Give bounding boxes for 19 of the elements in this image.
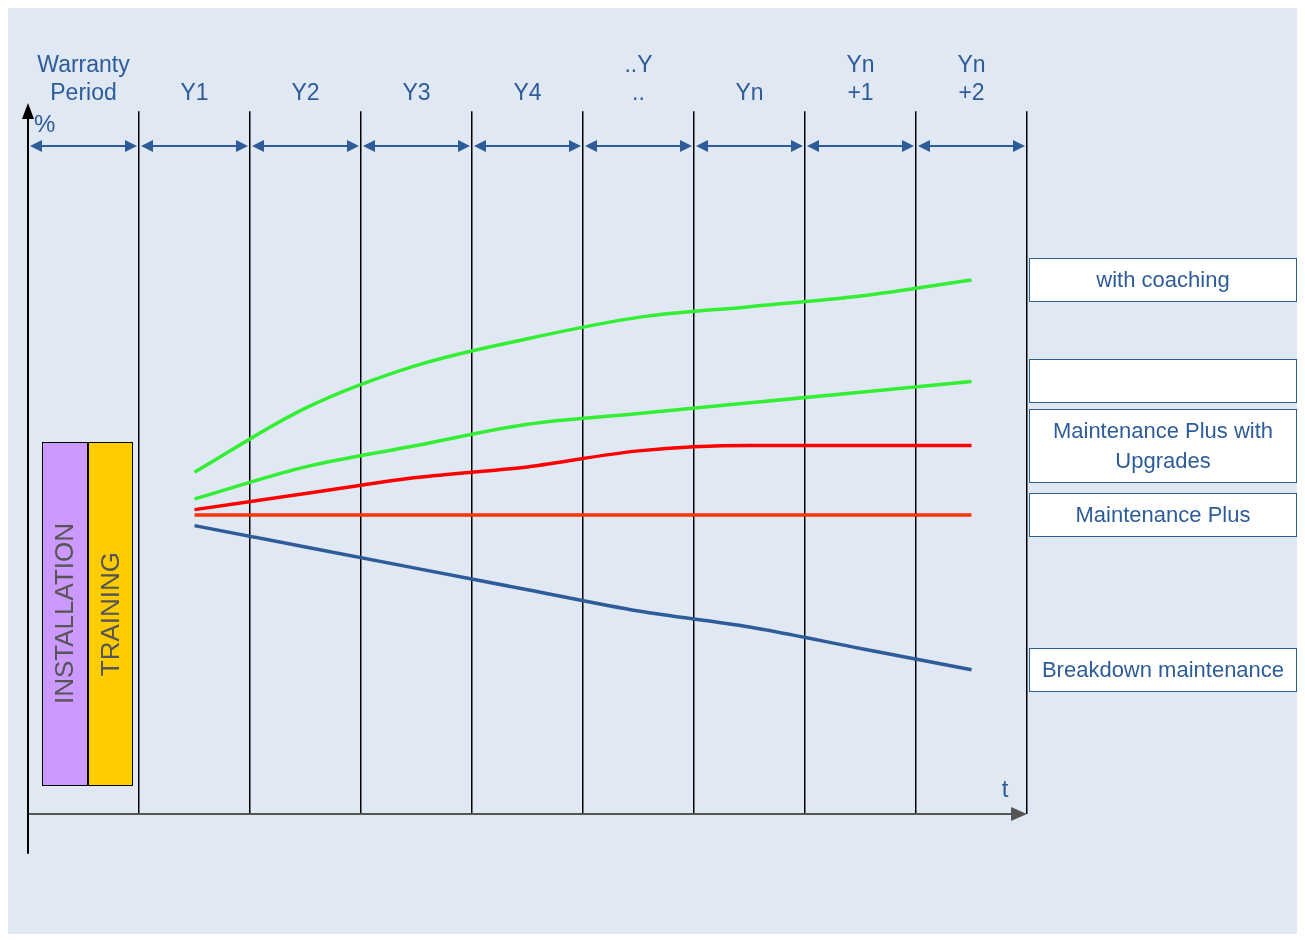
label-box: Breakdown maintenance (1029, 647, 1297, 692)
x-tick-label: Yn +1 (846, 51, 875, 105)
x-tick-label: Y3 (402, 78, 431, 105)
x-tick-label: Y1 (180, 78, 209, 105)
label-box: Maintenance Plus with Upgrades (1029, 408, 1297, 483)
x-tick-label: Yn +2 (957, 51, 986, 105)
x-tick-label: Yn (735, 78, 764, 105)
x-tick-label: Y4 (513, 78, 542, 105)
x-tick-label: Warranty Period (37, 51, 131, 105)
y-axis-title: % (34, 109, 56, 137)
label-box: Maintenance Plus (1029, 492, 1297, 537)
x-tick-label: Y2 (291, 78, 320, 105)
label-box: with coaching (1029, 258, 1297, 302)
annotation: TRAINING (94, 551, 126, 677)
x-tick-label: ..Y .. (624, 51, 653, 105)
x-axis-title: t (1001, 774, 1009, 802)
label-box: TRAINING (87, 442, 133, 786)
label-box: INSTALLATION (42, 442, 88, 786)
annotation: INSTALLATION (49, 523, 81, 705)
